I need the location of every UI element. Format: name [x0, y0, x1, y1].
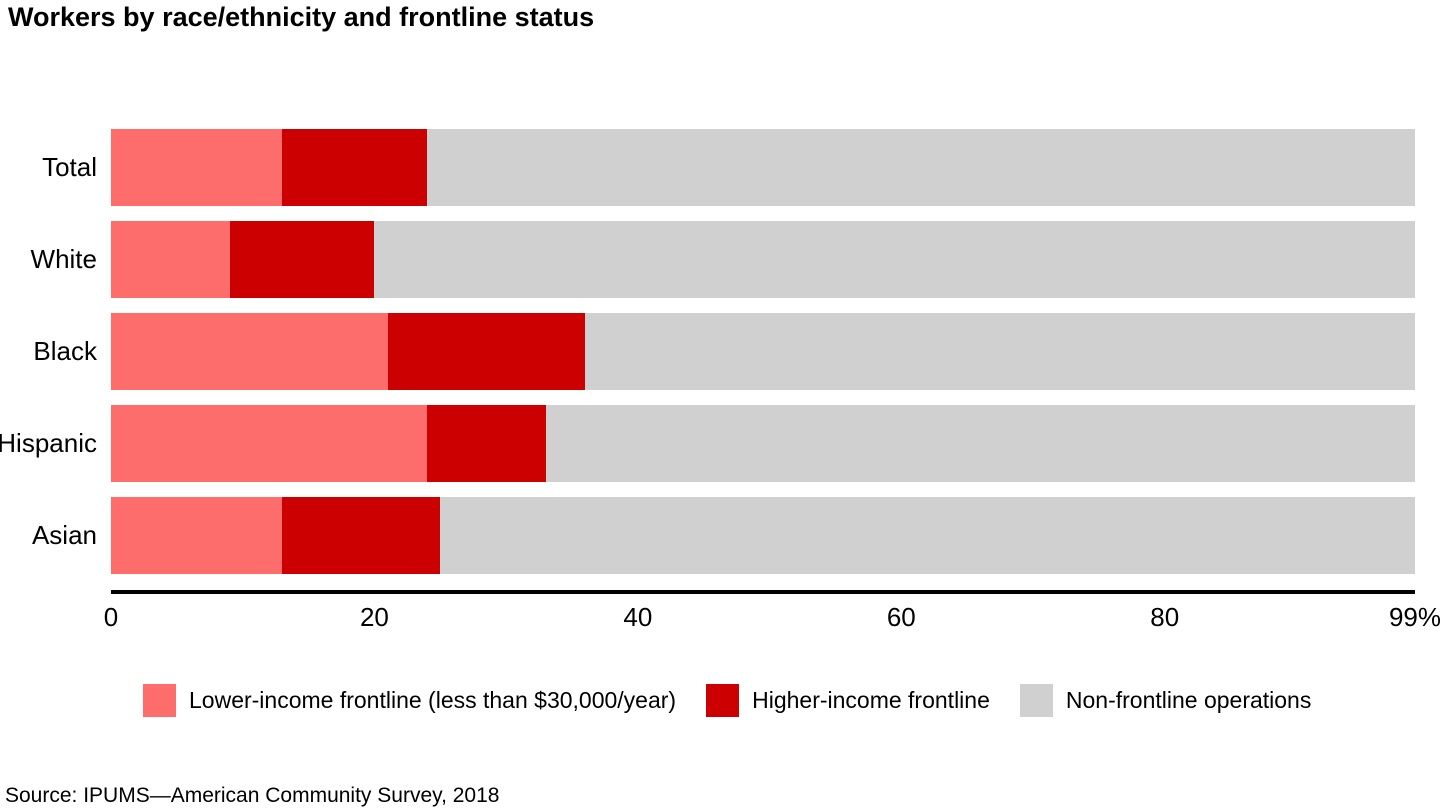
- bar-row-hispanic: [111, 405, 1415, 482]
- bar-segment-lower-income-frontline-black: [111, 313, 388, 390]
- bar-segment-lower-income-frontline-total: [111, 129, 283, 206]
- x-tick-60: 60: [886, 602, 916, 632]
- source-note: Source: IPUMS—American Community Survey,…: [5, 784, 500, 807]
- category-label-hispanic: Hispanic: [0, 428, 97, 458]
- x-tick-99: 99%: [1388, 602, 1440, 632]
- chart-title: Workers by race/ethnicity and frontline …: [8, 2, 595, 32]
- legend-swatch-lower-income-frontline: [143, 684, 176, 717]
- legend: Lower-income frontline (less than $30,00…: [143, 684, 1311, 717]
- legend-label-non-frontline-operations: Non-frontline operations: [1065, 687, 1312, 713]
- category-label-asian: Asian: [31, 520, 97, 550]
- x-tick-80: 80: [1150, 602, 1180, 632]
- bar-segment-lower-income-frontline-hispanic: [111, 405, 428, 482]
- bar-segment-non-frontline-operations-hispanic: [545, 405, 1415, 482]
- bar-segment-non-frontline-operations-asian: [440, 497, 1415, 574]
- legend-label-higher-income-frontline: Higher-income frontline: [752, 687, 990, 713]
- bar-segment-lower-income-frontline-white: [111, 221, 230, 298]
- bar-row-total: [111, 129, 1415, 206]
- legend-swatch-non-frontline-operations: [1019, 684, 1053, 717]
- bar-segment-non-frontline-operations-total: [427, 129, 1415, 206]
- x-tick-40: 40: [623, 602, 653, 632]
- legend-item-non-frontline-operations: Non-frontline operations: [1019, 684, 1312, 717]
- bar-row-white: [111, 221, 1415, 298]
- bar-segment-higher-income-frontline-black: [387, 313, 586, 390]
- legend-label-lower-income-frontline: Lower-income frontline (less than $30,00…: [189, 687, 677, 713]
- x-tick-20: 20: [359, 602, 389, 632]
- bar-row-asian: [111, 497, 1415, 574]
- bar-segment-higher-income-frontline-hispanic: [427, 405, 546, 482]
- category-label-black: Black: [33, 336, 97, 366]
- x-tick-0: 0: [103, 602, 119, 632]
- bar-segment-higher-income-frontline-total: [282, 129, 428, 206]
- category-label-total: Total: [42, 152, 97, 182]
- bar-segment-higher-income-frontline-asian: [282, 497, 441, 574]
- bar-row-black: [111, 313, 1415, 390]
- legend-item-lower-income-frontline: Lower-income frontline (less than $30,00…: [143, 684, 676, 717]
- bar-segment-lower-income-frontline-asian: [111, 497, 283, 574]
- bar-segment-non-frontline-operations-black: [585, 313, 1415, 390]
- category-label-white: White: [30, 244, 97, 274]
- legend-item-higher-income-frontline: Higher-income frontline: [706, 684, 990, 717]
- legend-swatch-higher-income-frontline: [706, 684, 740, 717]
- x-axis-line: [111, 590, 1415, 594]
- bar-segment-non-frontline-operations-white: [374, 221, 1415, 298]
- bar-segment-higher-income-frontline-white: [229, 221, 375, 298]
